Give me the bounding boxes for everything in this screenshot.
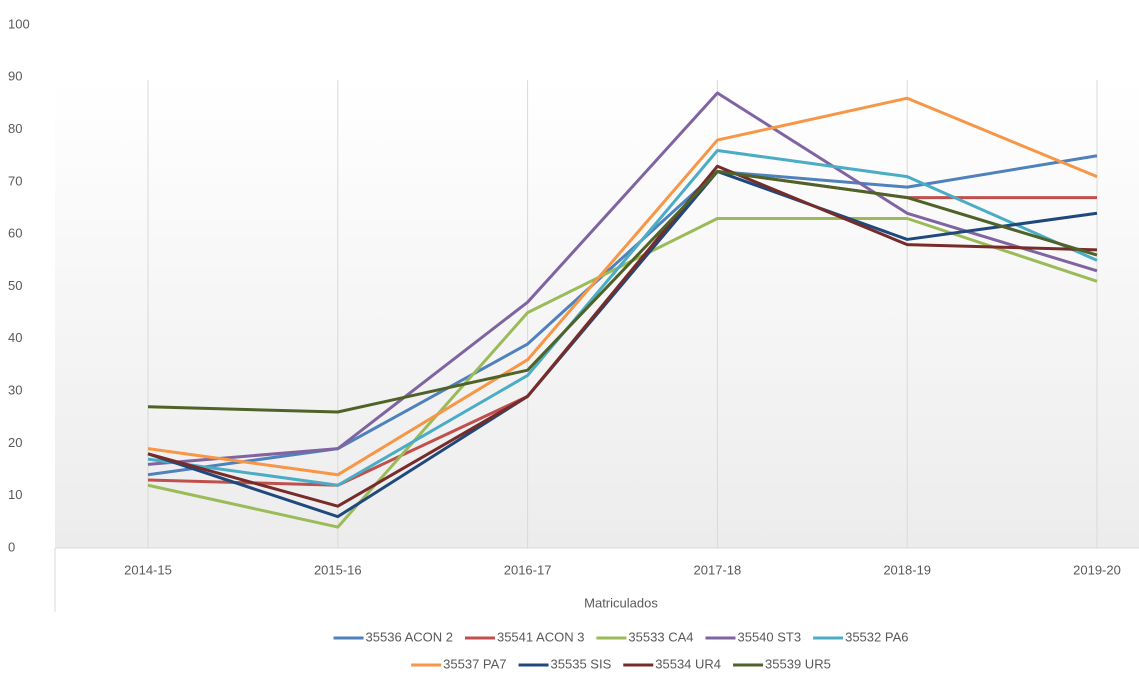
series-line (147, 164, 1098, 508)
series-line (147, 149, 1098, 487)
legend-label: 35532 PA6 (845, 629, 908, 644)
legend-label: 35541 ACON 3 (497, 629, 584, 644)
legend-label: 35534 UR4 (655, 656, 721, 671)
y-tick-label: 100 (8, 16, 30, 31)
x-tick-label: 2018-19 (883, 562, 931, 577)
y-tick-label: 10 (8, 487, 22, 502)
legend-row: 35536 ACON 2 35541 ACON 3 35533 CA4 35540 S… (333, 629, 908, 644)
legend-row: 35537 PA7 35535 SIS 35534 UR4 35539 UR5 (411, 656, 831, 671)
x-axis-title: Matriculados (584, 595, 658, 610)
series-line (147, 154, 1098, 477)
legend-label: 35536 ACON 2 (366, 629, 453, 644)
y-tick-label: 90 (8, 69, 22, 84)
y-tick-label: 40 (8, 330, 22, 345)
y-tick-label: 50 (8, 278, 22, 293)
x-tick-label: 2015-16 (314, 562, 362, 577)
series-line (147, 91, 1098, 466)
legend-label: 35540 ST3 (737, 629, 801, 644)
legend-label: 35533 CA4 (628, 629, 693, 644)
x-tick-label: 2019-20 (1073, 562, 1121, 577)
x-tick-label: 2016-17 (504, 562, 552, 577)
y-tick-label: 80 (8, 121, 22, 136)
y-tick-label: 70 (8, 173, 22, 188)
series-line (147, 169, 1098, 414)
y-tick-label: 20 (8, 435, 22, 450)
y-tick-label: 0 (8, 539, 15, 554)
x-tick-label: 2017-18 (694, 562, 742, 577)
series-line (147, 169, 1098, 519)
series-line (147, 96, 1098, 477)
series-line (147, 217, 1098, 529)
x-tick-label: 2014-15 (124, 562, 172, 577)
legend-label: 35537 PA7 (443, 656, 506, 671)
legend-label: 35535 SIS (551, 656, 612, 671)
y-tick-label: 30 (8, 383, 22, 398)
legend-label: 35539 UR5 (765, 656, 831, 671)
y-tick-label: 60 (8, 226, 22, 241)
